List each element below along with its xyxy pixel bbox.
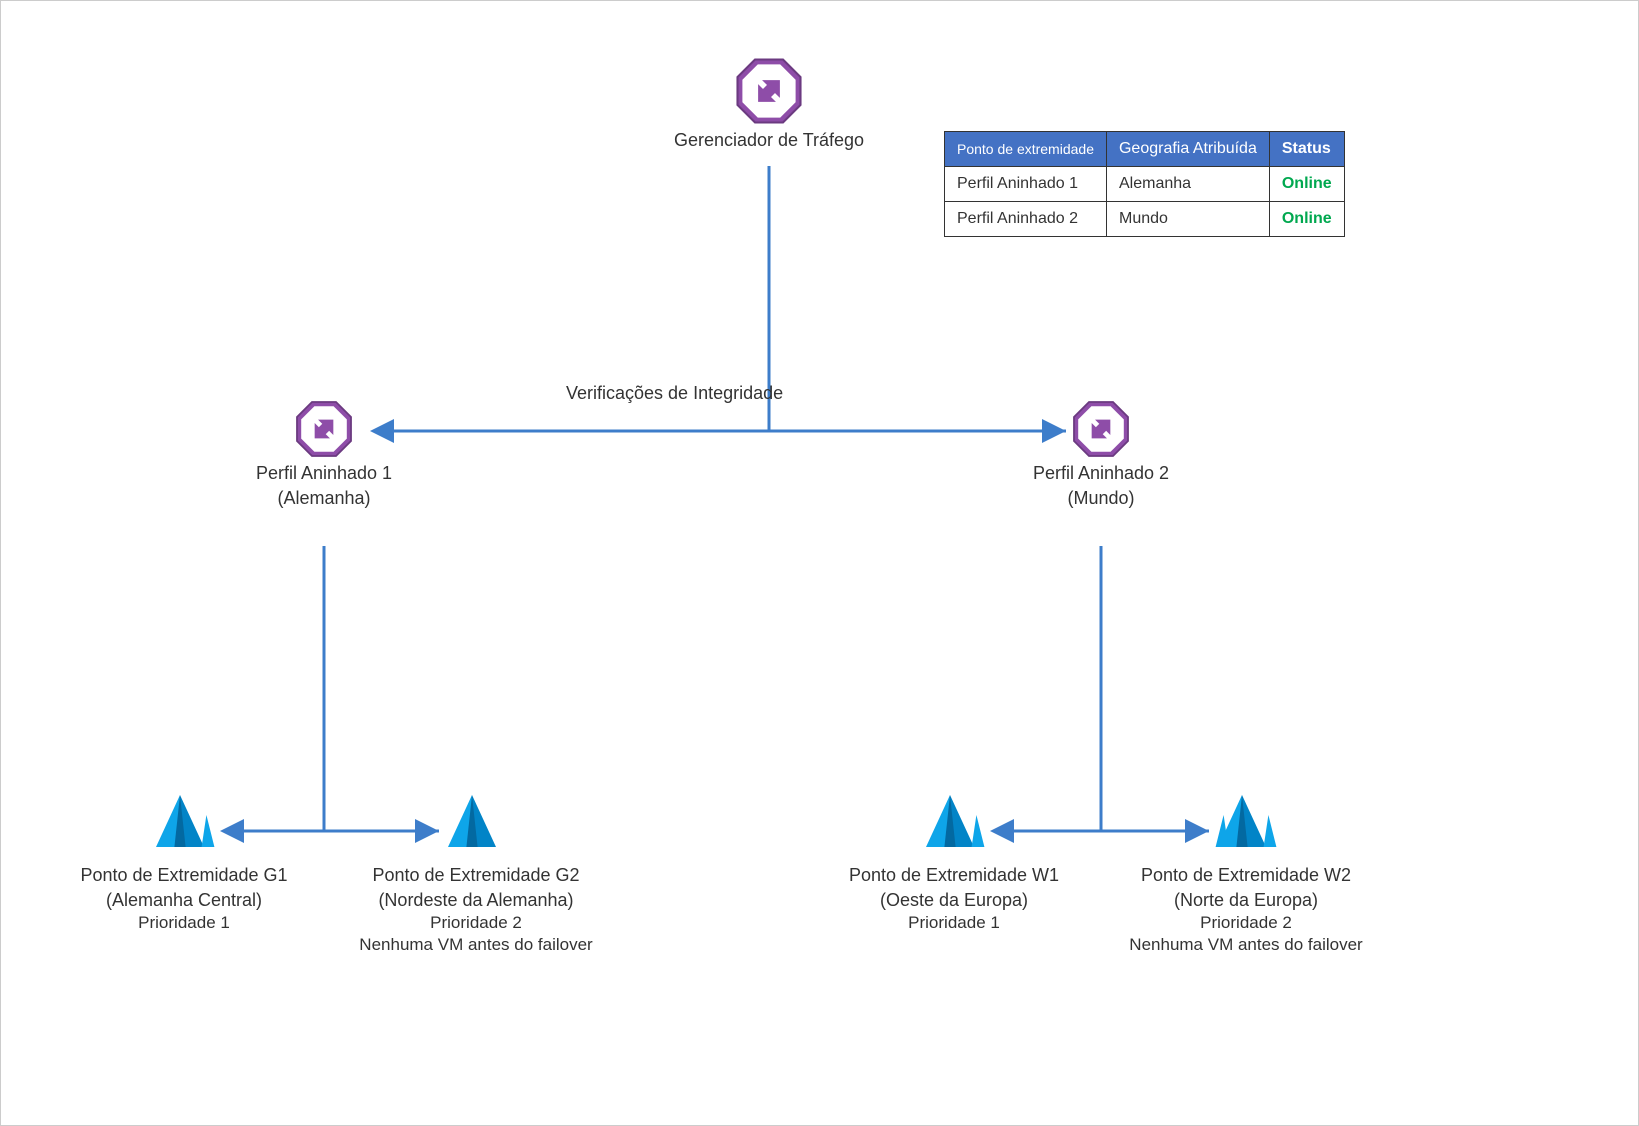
- cell-status: Online: [1269, 167, 1344, 202]
- endpoint-sublabel: (Oeste da Europa): [844, 890, 1064, 911]
- azure-icon: [914, 791, 994, 861]
- endpoint-label: Ponto de Extremidade G1: [74, 865, 294, 886]
- table-header-row: Ponto de extremidade Geografia Atribuída…: [945, 132, 1345, 167]
- traffic-manager-icon: [1071, 399, 1131, 459]
- nested-profile-sublabel: (Alemanha): [254, 488, 394, 509]
- health-check-label: Verificações de Integridade: [566, 383, 783, 404]
- endpoint-priority: Prioridade 2: [1116, 913, 1376, 933]
- cell-status: Online: [1269, 202, 1344, 237]
- endpoint-g2: Ponto de Extremidade G2 (Nordeste da Ale…: [346, 791, 606, 957]
- endpoint-g1: Ponto de Extremidade G1 (Alemanha Centra…: [74, 791, 294, 935]
- table-row: Perfil Aninhado 1AlemanhaOnline: [945, 167, 1345, 202]
- traffic-manager-icon: [734, 56, 804, 126]
- cell-endpoint: Perfil Aninhado 1: [945, 167, 1107, 202]
- azure-icon: [436, 791, 516, 861]
- endpoint-priority: Prioridade 1: [74, 913, 294, 933]
- endpoint-label: Ponto de Extremidade W2: [1116, 865, 1376, 886]
- endpoint-label: Ponto de Extremidade W1: [844, 865, 1064, 886]
- cell-geography: Alemanha: [1106, 167, 1269, 202]
- traffic-manager-label: Gerenciador de Tráfego: [659, 130, 879, 151]
- nested-profile-sublabel: (Mundo): [1031, 488, 1171, 509]
- diagram-canvas: Gerenciador de Tráfego Verificações de I…: [0, 0, 1639, 1126]
- status-table: Ponto de extremidade Geografia Atribuída…: [944, 131, 1345, 237]
- nested-profile-1: Perfil Aninhado 1 (Alemanha): [254, 399, 394, 511]
- azure-icon: [144, 791, 224, 861]
- endpoint-priority: Prioridade 2: [346, 913, 606, 933]
- nested-profile-label: Perfil Aninhado 1: [224, 463, 424, 484]
- endpoint-note: Nenhuma VM antes do failover: [346, 935, 606, 955]
- endpoint-w2: Ponto de Extremidade W2 (Norte da Europa…: [1116, 791, 1376, 957]
- endpoint-label: Ponto de Extremidade G2: [346, 865, 606, 886]
- cell-geography: Mundo: [1106, 202, 1269, 237]
- cell-endpoint: Perfil Aninhado 2: [945, 202, 1107, 237]
- connector-layer: [1, 1, 1638, 1125]
- endpoint-priority: Prioridade 1: [844, 913, 1064, 933]
- nested-profile-label: Perfil Aninhado 2: [1001, 463, 1201, 484]
- endpoint-sublabel: (Alemanha Central): [74, 890, 294, 911]
- azure-icon: [1206, 791, 1286, 861]
- endpoint-note: Nenhuma VM antes do failover: [1116, 935, 1376, 955]
- traffic-manager-root: Gerenciador de Tráfego: [699, 56, 839, 155]
- endpoint-w1: Ponto de Extremidade W1 (Oeste da Europa…: [844, 791, 1064, 935]
- nested-profile-2: Perfil Aninhado 2 (Mundo): [1031, 399, 1171, 511]
- col-endpoint: Ponto de extremidade: [945, 132, 1107, 167]
- traffic-manager-icon: [294, 399, 354, 459]
- col-geography: Geografia Atribuída: [1106, 132, 1269, 167]
- col-status: Status: [1269, 132, 1344, 167]
- endpoint-sublabel: (Nordeste da Alemanha): [346, 890, 606, 911]
- endpoint-sublabel: (Norte da Europa): [1116, 890, 1376, 911]
- table-row: Perfil Aninhado 2MundoOnline: [945, 202, 1345, 237]
